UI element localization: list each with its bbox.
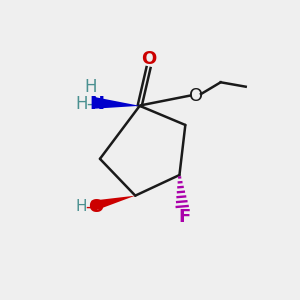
Text: H: H	[85, 78, 98, 96]
Text: O: O	[88, 197, 103, 215]
Text: H: H	[75, 95, 88, 113]
Text: -: -	[86, 95, 92, 113]
Text: N: N	[89, 95, 104, 113]
Polygon shape	[94, 97, 140, 109]
Text: H: H	[76, 199, 87, 214]
Text: O: O	[141, 50, 156, 68]
Text: -: -	[85, 197, 91, 215]
Text: F: F	[178, 208, 191, 226]
Text: O: O	[189, 86, 203, 104]
Polygon shape	[91, 196, 135, 211]
